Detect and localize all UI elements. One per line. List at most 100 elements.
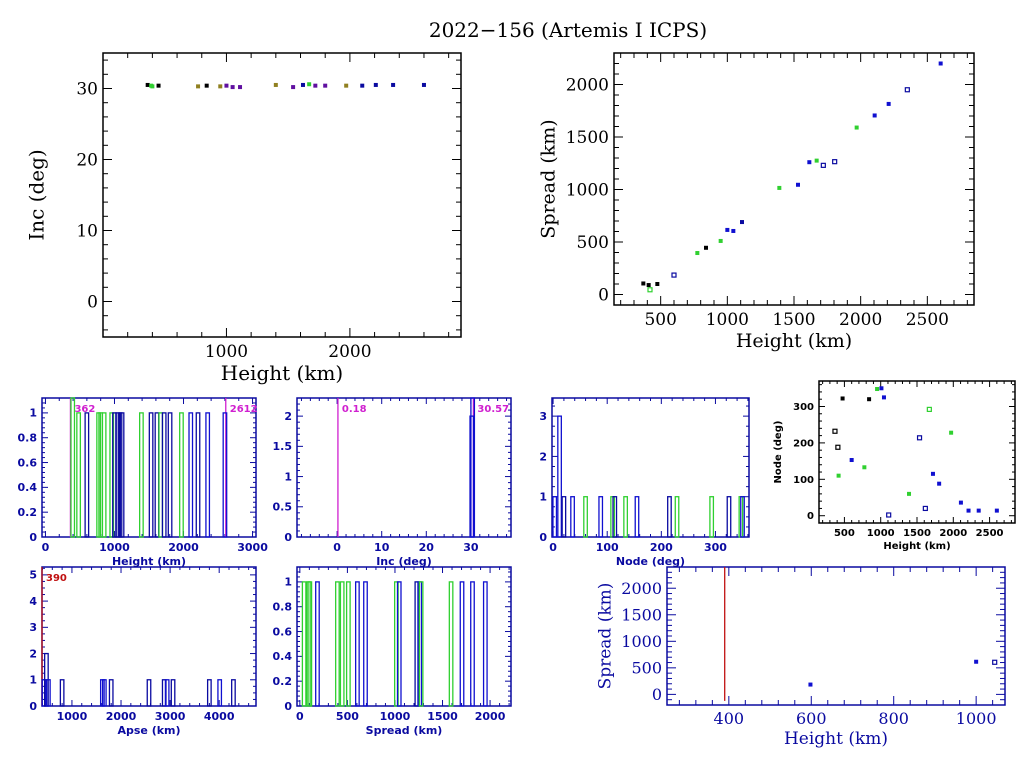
histogram-bar [179, 412, 184, 538]
plot-frame [666, 566, 1006, 706]
data-point [930, 471, 935, 476]
data-point [836, 473, 841, 478]
y-tick-label: 0 [29, 531, 37, 544]
histogram-bar [170, 679, 176, 707]
data-point [373, 82, 378, 87]
data-point [145, 82, 150, 87]
y-tick-label: 0.2 [18, 506, 38, 519]
y-tick-label: 1.5 [273, 440, 293, 453]
data-point [872, 113, 877, 118]
histogram-bar [612, 496, 618, 538]
x-tick-label: 4000 [204, 710, 235, 723]
data-point [344, 83, 349, 88]
x-tick-label: 1000 [205, 342, 248, 362]
data-point [875, 387, 880, 392]
data-point [238, 85, 243, 90]
plot-frame [551, 397, 750, 538]
x-tick-label: 200 [650, 541, 673, 554]
y-tick-label: 1 [284, 470, 292, 483]
x-axis-label: Height (km) [112, 555, 186, 568]
data-point [391, 82, 396, 87]
y-tick-label: 4 [29, 595, 37, 608]
histogram-bar [363, 581, 368, 707]
histogram-bar [482, 581, 488, 707]
panel-height-histogram: 0 1000 2000 3000 0 0.2 0.4 0.6 0.8 1 Height (km) 36… [18, 397, 268, 568]
histogram-bar [674, 496, 680, 538]
histogram-bar [167, 412, 173, 538]
data-point [323, 83, 328, 88]
histogram-bar [470, 397, 476, 538]
y-tick-label: 1 [29, 407, 37, 420]
x-axis-label: Spread (km) [366, 724, 443, 737]
panel-apse-histogram: 1000 2000 3000 4000 0 1 2 3 4 5 Apse (km) 390 [29, 566, 257, 737]
data-point [218, 84, 223, 89]
y-tick-label: 2 [29, 647, 37, 660]
y-tick-label: 2000 [566, 75, 609, 95]
histogram-bar [339, 581, 345, 707]
histogram-bar [418, 581, 424, 707]
histogram-bar [470, 581, 475, 707]
data-point [922, 505, 928, 512]
x-tick-label: 600 [796, 709, 827, 728]
plot-frame [613, 52, 975, 306]
data-point [974, 659, 979, 664]
x-tick-label: 300 [704, 541, 727, 554]
histogram-bar [101, 679, 107, 707]
data-point [994, 508, 999, 513]
data-point [421, 82, 426, 87]
histogram-bar [231, 679, 236, 707]
y-tick-label: 2 [539, 450, 547, 463]
histogram-bar [45, 679, 51, 707]
y-tick-label: 30 [76, 79, 98, 99]
y-tick-label: 0 [29, 700, 37, 713]
y-tick-label: 0 [87, 292, 98, 312]
x-tick-label: 3000 [155, 710, 186, 723]
y-tick-label: 3 [539, 410, 547, 423]
marker-label: 30.57 [477, 404, 509, 415]
data-point [731, 228, 736, 233]
data-point [820, 162, 826, 168]
data-point [671, 272, 677, 278]
y-tick-label: 0 [598, 285, 609, 305]
histogram-bar [84, 412, 90, 538]
x-tick-label: 1000 [57, 710, 88, 723]
data-point [832, 159, 838, 165]
histogram-bar [108, 679, 114, 707]
histogram-bar [301, 581, 307, 707]
histogram-bar [459, 581, 465, 707]
histogram-bar [148, 412, 154, 538]
histogram-bar [119, 412, 125, 538]
x-axis-label: Inc (deg) [376, 555, 432, 568]
panel-spread-vs-height: 500 1000 1500 2000 25000500100015002000Heigh… [538, 52, 975, 352]
y-tick-label: 300 [793, 402, 814, 413]
x-tick-label: 30 [463, 541, 479, 554]
y-tick-label: 500 [577, 233, 609, 253]
data-point [976, 508, 981, 513]
y-tick-label: 2 [284, 410, 292, 423]
x-tick-label: 2000 [839, 310, 882, 330]
histogram-bar [667, 496, 672, 538]
x-tick-label: 2000 [168, 541, 199, 554]
x-tick-label: 2000 [106, 710, 137, 723]
data-point [867, 397, 872, 402]
histogram-bar [335, 581, 340, 707]
histogram-bar [557, 415, 562, 538]
data-point [300, 82, 305, 87]
histogram-bar [217, 679, 223, 707]
histogram-bar [139, 412, 144, 538]
y-tick-label: 1000 [566, 180, 609, 200]
panel-node-vs-height: 500 1000 1500 2000 2500 0 100 200 300 Height (km)… [773, 380, 1016, 552]
histogram-bar [345, 581, 351, 707]
x-tick-label: 2500 [906, 310, 949, 330]
y-tick-label: 200 [793, 438, 814, 449]
marker-label: 390 [46, 573, 67, 584]
data-point [291, 85, 296, 90]
histogram-bar [76, 412, 81, 538]
x-tick-label: 2000 [328, 342, 371, 362]
histogram-bar [583, 496, 588, 538]
data-point [796, 182, 800, 187]
data-point [949, 430, 954, 435]
x-axis-label: Height (km) [736, 330, 852, 352]
histogram-bar [740, 496, 745, 538]
